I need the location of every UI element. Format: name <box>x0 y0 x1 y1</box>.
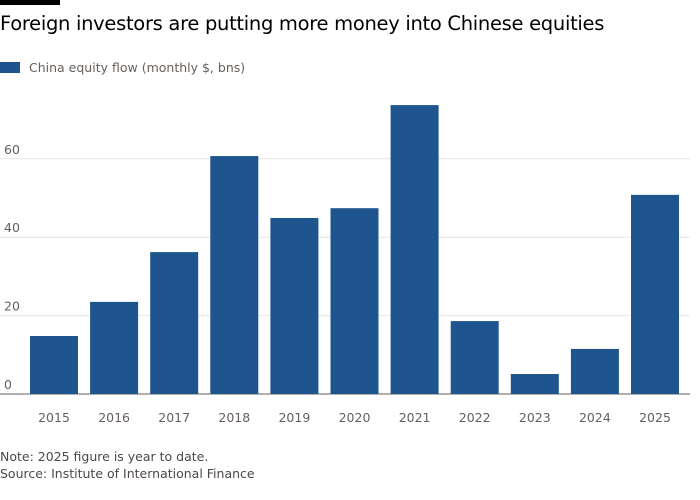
legend-swatch <box>0 62 20 73</box>
bar-2021 <box>390 105 439 394</box>
bar-2017 <box>150 252 199 394</box>
bar-2023 <box>510 374 559 394</box>
y-tick-label: 20 <box>4 299 20 314</box>
legend-label: China equity flow (monthly $, bns) <box>29 60 246 75</box>
y-tick-label: 0 <box>4 377 12 392</box>
x-tick-label: 2017 <box>158 410 190 425</box>
bar-2022 <box>450 321 499 394</box>
chart-title: Foreign investors are putting more money… <box>0 12 605 35</box>
y-tick-label: 60 <box>4 142 20 157</box>
bar-2018 <box>210 156 259 394</box>
bar-2015 <box>30 335 78 394</box>
x-tick-label: 2022 <box>459 410 491 425</box>
bar-2025 <box>631 194 679 394</box>
x-tick-label: 2023 <box>519 410 551 425</box>
bar-2020 <box>330 208 379 394</box>
x-tick-label: 2025 <box>639 410 671 425</box>
x-tick-label: 2016 <box>98 410 130 425</box>
source: Source: Institute of International Finan… <box>0 466 255 481</box>
note: Note: 2025 figure is year to date. <box>0 449 209 464</box>
brand-bar <box>0 0 60 5</box>
x-tick-label: 2024 <box>579 410 611 425</box>
bar-2019 <box>270 217 319 394</box>
x-tick-label: 2019 <box>278 410 310 425</box>
y-tick-label: 40 <box>4 220 20 235</box>
x-tick-label: 2020 <box>339 410 371 425</box>
x-tick-label: 2015 <box>38 410 70 425</box>
legend: China equity flow (monthly $, bns) <box>0 60 245 75</box>
bar-2024 <box>570 348 619 394</box>
x-tick-label: 2018 <box>218 410 250 425</box>
bar-2016 <box>90 301 139 394</box>
x-tick-label: 2021 <box>399 410 431 425</box>
